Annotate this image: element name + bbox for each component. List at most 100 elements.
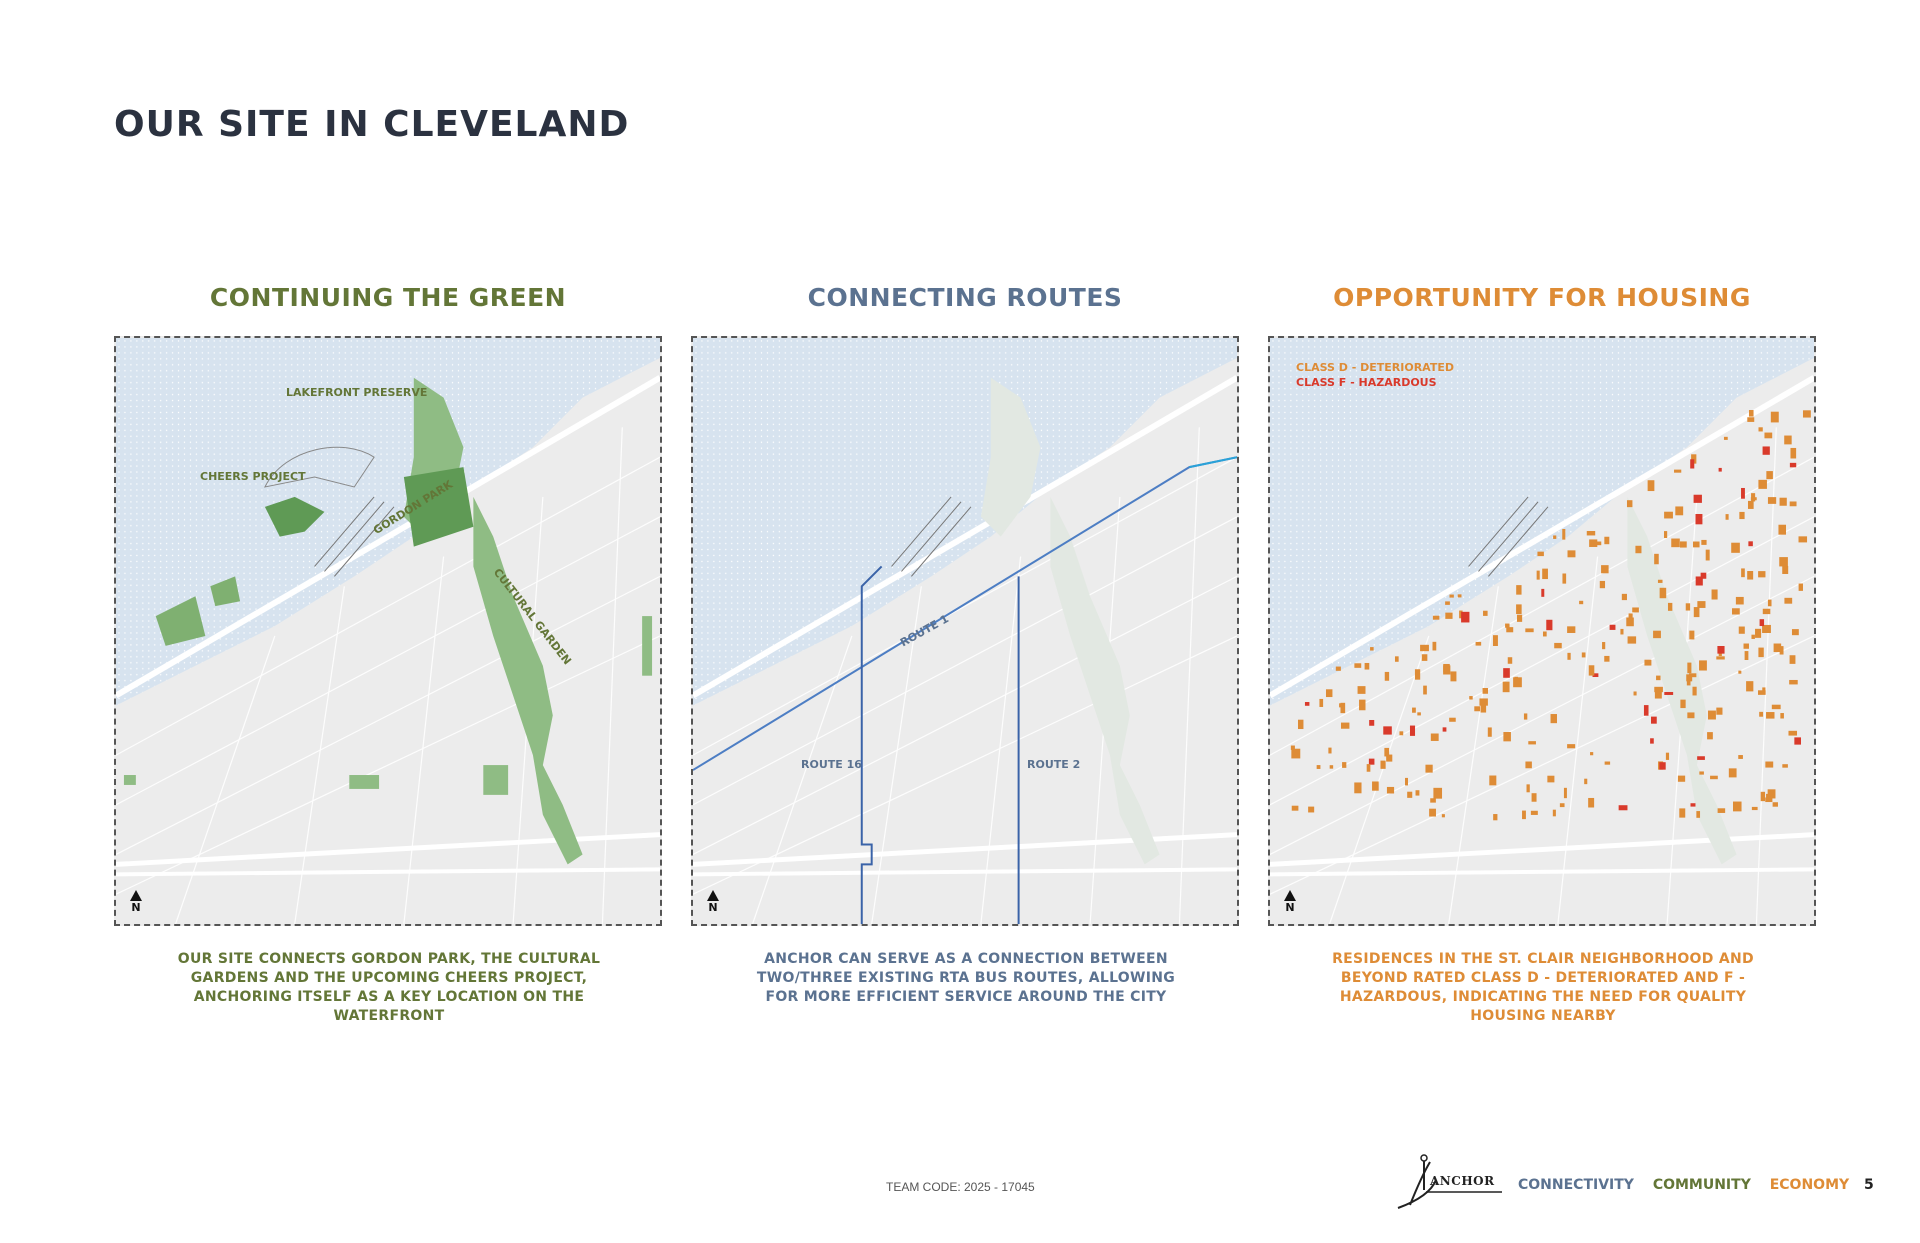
parcel [1738, 626, 1745, 634]
parcel [1487, 727, 1492, 737]
parcel [1697, 601, 1706, 608]
parcel [1567, 626, 1576, 633]
parcel [1335, 666, 1341, 671]
panel-heading: CONNECTING ROUTES [807, 283, 1123, 312]
parcel [1590, 752, 1594, 756]
parcel [1537, 551, 1544, 557]
parcel [1759, 619, 1765, 627]
parcel [1586, 530, 1596, 536]
parcel [1620, 628, 1624, 635]
parcel [1414, 669, 1421, 680]
parcel [1782, 764, 1788, 768]
parcel [1633, 691, 1637, 696]
parcel [1505, 623, 1510, 628]
parcel [1790, 447, 1797, 459]
map-base-housing [1270, 338, 1814, 924]
parcel [1369, 719, 1375, 726]
map-housing: CLASS D - DETERIORATED CLASS F - HAZARDO… [1268, 336, 1816, 926]
parcel [1483, 610, 1488, 616]
parcel [1516, 614, 1523, 622]
parcel [1710, 775, 1718, 780]
parcel [1482, 688, 1488, 694]
parcel [1689, 673, 1697, 678]
parcel [1693, 494, 1702, 503]
map-green: LAKEFRONT PRESERVE CHEERS PROJECT GORDON… [114, 336, 662, 926]
parcel [1604, 536, 1610, 545]
parcel [1523, 713, 1528, 720]
parcel [1372, 781, 1379, 791]
parcel [1751, 634, 1755, 639]
parcel [1747, 571, 1754, 580]
parcel [1771, 704, 1781, 710]
parcel [1628, 613, 1633, 622]
parcel [1604, 655, 1610, 662]
parcel [1621, 593, 1627, 601]
parcel [1489, 775, 1497, 786]
north-arrow-icon: N [1282, 890, 1298, 914]
parcel [1359, 699, 1366, 711]
parcel [1386, 754, 1393, 762]
parcel [1449, 594, 1454, 598]
parcel [1664, 511, 1673, 519]
parcel [1667, 602, 1673, 611]
parcel [1399, 731, 1404, 736]
parcel [1717, 808, 1726, 813]
legend: CLASS D - DETERIORATED CLASS F - HAZARDO… [1296, 360, 1454, 390]
parcel [1383, 726, 1392, 735]
parcel [1469, 696, 1473, 700]
logo-wordmark: ANCHOR [1430, 1174, 1495, 1188]
parcel [1699, 660, 1707, 671]
parcel [1689, 630, 1695, 640]
parcel [1297, 719, 1304, 730]
parcel [1778, 524, 1787, 535]
parcel [1479, 698, 1488, 706]
parcel [1546, 619, 1553, 631]
panel-caption: OUR SITE CONNECTS GORDON PARK, THE CULTU… [177, 951, 601, 1024]
parcel [1461, 611, 1470, 623]
parcel [1759, 711, 1764, 717]
parcel [1430, 733, 1439, 741]
parcel [1626, 617, 1634, 627]
parcel [1550, 714, 1557, 724]
parcel [1711, 589, 1718, 600]
parcel [1665, 752, 1670, 760]
parcel [1784, 597, 1793, 604]
parcel [1685, 603, 1691, 611]
parcel [1692, 541, 1700, 548]
panel-heading: OPPORTUNITY FOR HOUSING [1333, 283, 1751, 312]
parcel [1758, 427, 1763, 432]
parcel [1405, 777, 1408, 786]
parcel [1450, 671, 1457, 682]
parcel [1680, 699, 1686, 709]
parcel [1654, 553, 1659, 565]
parcel [1765, 761, 1774, 768]
parcel [1693, 607, 1700, 618]
parcel [1767, 599, 1772, 607]
parcel [1601, 565, 1609, 574]
parcel [1687, 712, 1695, 719]
parcel [1563, 787, 1567, 799]
parcel [1340, 722, 1350, 729]
parcel [1739, 511, 1745, 520]
parcel [1626, 500, 1633, 508]
label-route-16: ROUTE 16 [801, 758, 862, 771]
parcel [1650, 738, 1654, 744]
parcel [1457, 594, 1462, 598]
parcel [1789, 655, 1796, 664]
parcel [1716, 707, 1723, 715]
parcel [1748, 410, 1754, 417]
label-lakefront-preserve: LAKEFRONT PRESERVE [286, 386, 428, 399]
parcel [1758, 647, 1764, 658]
parcel [1553, 535, 1557, 539]
parcel [1679, 541, 1687, 548]
parcel [1779, 497, 1787, 506]
parcel [1304, 702, 1310, 706]
parcel [1656, 675, 1661, 681]
parcel [1562, 528, 1566, 540]
parcel [1541, 588, 1545, 597]
parcel [1329, 765, 1334, 769]
parcel [1664, 691, 1674, 695]
parcel [1748, 541, 1753, 547]
parcel [1441, 814, 1445, 818]
parcel [1433, 787, 1443, 799]
